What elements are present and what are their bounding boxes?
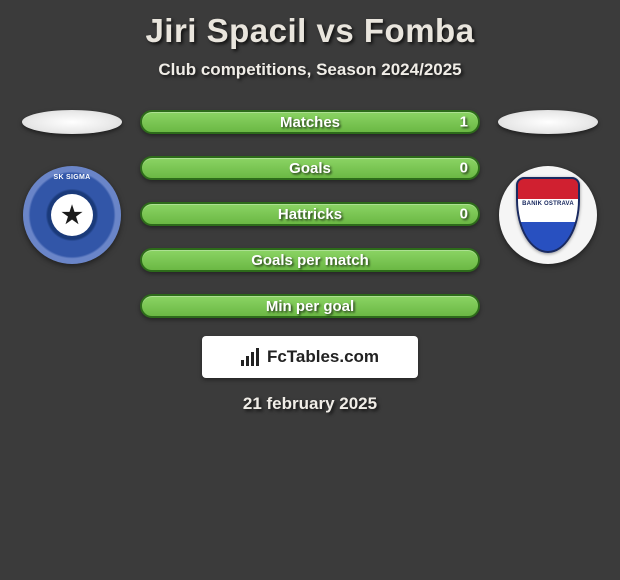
subtitle: Club competitions, Season 2024/2025 (10, 60, 610, 80)
stat-label: Min per goal (266, 298, 354, 315)
stat-label: Goals per match (251, 252, 369, 269)
stat-label: Goals (289, 160, 331, 177)
left-player-column: SK SIGMA ★ (22, 110, 122, 264)
right-player-column: BANIK OSTRAVA (498, 110, 598, 264)
stat-row-goals-per-match: Goals per match (140, 248, 480, 272)
player-avatar-left (22, 110, 122, 134)
club-shield-right: BANIK OSTRAVA (516, 177, 580, 253)
stat-value: 0 (460, 160, 468, 177)
comparison-container: SK SIGMA ★ Matches 1 Goals 0 Hattricks 0… (10, 110, 610, 318)
club-shield-text: BANIK OSTRAVA (518, 201, 578, 207)
club-logo-right: BANIK OSTRAVA (499, 166, 597, 264)
chart-icon (241, 348, 259, 366)
brand-text: FcTables.com (267, 347, 379, 367)
page-title: Jiri Spacil vs Fomba (10, 12, 610, 50)
brand-badge: FcTables.com (202, 336, 418, 378)
date-label: 21 february 2025 (10, 394, 610, 414)
stat-row-goals: Goals 0 (140, 156, 480, 180)
stat-label: Matches (280, 114, 340, 131)
player-avatar-right (498, 110, 598, 134)
stat-value: 0 (460, 206, 468, 223)
club-logo-left: SK SIGMA ★ (23, 166, 121, 264)
club-logo-left-label: SK SIGMA (23, 174, 121, 181)
stat-row-min-per-goal: Min per goal (140, 294, 480, 318)
stat-value: 1 (460, 114, 468, 131)
stat-row-matches: Matches 1 (140, 110, 480, 134)
stat-label: Hattricks (278, 206, 342, 223)
stats-list: Matches 1 Goals 0 Hattricks 0 Goals per … (140, 110, 480, 318)
club-logo-left-star: ★ (51, 194, 93, 236)
stat-row-hattricks: Hattricks 0 (140, 202, 480, 226)
